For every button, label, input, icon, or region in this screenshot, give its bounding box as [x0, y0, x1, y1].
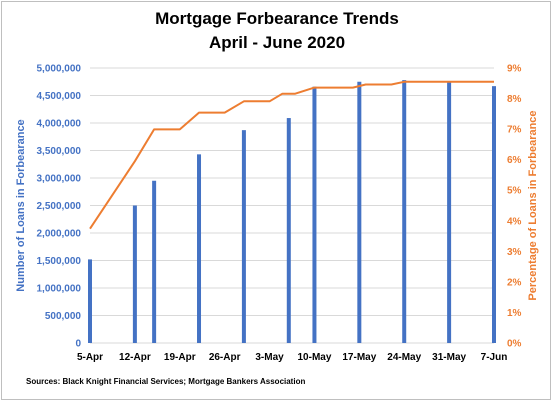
y-right-tick-label: 2% — [507, 277, 522, 288]
x-tick-label: 19-Apr — [164, 352, 196, 363]
y-left-tick-label: 1,500,000 — [37, 256, 82, 267]
loan-count-bar — [492, 86, 496, 344]
y-right-tick-label: 6% — [507, 155, 522, 166]
y-left-tick-label: 1,000,000 — [37, 284, 82, 295]
y-right-tick-label: 3% — [507, 247, 522, 258]
loan-count-bar — [88, 259, 92, 343]
y-left-tick-label: 500,000 — [45, 311, 82, 322]
y-right-axis-label: Percentage of Loans in Forbearance — [527, 110, 539, 300]
loan-count-bar — [132, 205, 137, 343]
loan-count-bar — [447, 82, 452, 344]
loan-count-bar — [402, 80, 407, 343]
chart-title-line-1: Mortgage Forbearance Trends — [155, 9, 399, 28]
chart-title-line-2: April - June 2020 — [208, 33, 346, 52]
forbearance-percentage-line — [89, 80, 494, 230]
y-left-axis-label: Number of Loans in Forbearance — [15, 119, 27, 291]
loan-count-bar — [286, 118, 291, 343]
y-right-tick-label: 5% — [507, 186, 522, 197]
loan-count-bar — [357, 81, 362, 343]
y-left-tick-label: 5,000,000 — [37, 64, 82, 75]
loan-count-bar — [312, 86, 317, 343]
loan-count-bar — [197, 154, 202, 343]
y-left-tick-label: 2,000,000 — [37, 229, 82, 240]
y-right-tick-label: 8% — [507, 94, 522, 105]
loan-count-bar — [241, 130, 246, 343]
y-right-tick-label: 4% — [507, 216, 522, 227]
y-right-tick-label: 0% — [507, 339, 522, 350]
y-left-tick-label: 0 — [75, 339, 81, 350]
y-right-tick-label: 9% — [507, 64, 522, 75]
loan-count-bar — [152, 180, 157, 343]
x-tick-label: 3-May — [255, 352, 284, 363]
x-tick-label: 26-Apr — [209, 352, 241, 363]
x-tick-label: 5-Apr — [77, 352, 103, 363]
x-tick-label: 12-Apr — [119, 352, 151, 363]
y-left-tick-label: 2,500,000 — [37, 201, 82, 212]
x-tick-label: 17-May — [342, 352, 376, 363]
y-left-tick-label: 3,500,000 — [37, 146, 82, 157]
y-right-tick-label: 7% — [507, 125, 522, 136]
x-tick-label: 24-May — [387, 352, 421, 363]
y-left-tick-label: 4,500,000 — [37, 91, 82, 102]
chart-source-note: Sources: Black Knight Financial Services… — [26, 377, 306, 386]
x-tick-label: 31-May — [432, 352, 466, 363]
x-tick-label: 7-Jun — [481, 352, 508, 363]
y-right-tick-label: 1% — [507, 308, 522, 319]
y-left-tick-label: 4,000,000 — [37, 119, 82, 130]
x-tick-label: 10-May — [297, 352, 331, 363]
y-left-tick-label: 3,000,000 — [37, 174, 82, 185]
